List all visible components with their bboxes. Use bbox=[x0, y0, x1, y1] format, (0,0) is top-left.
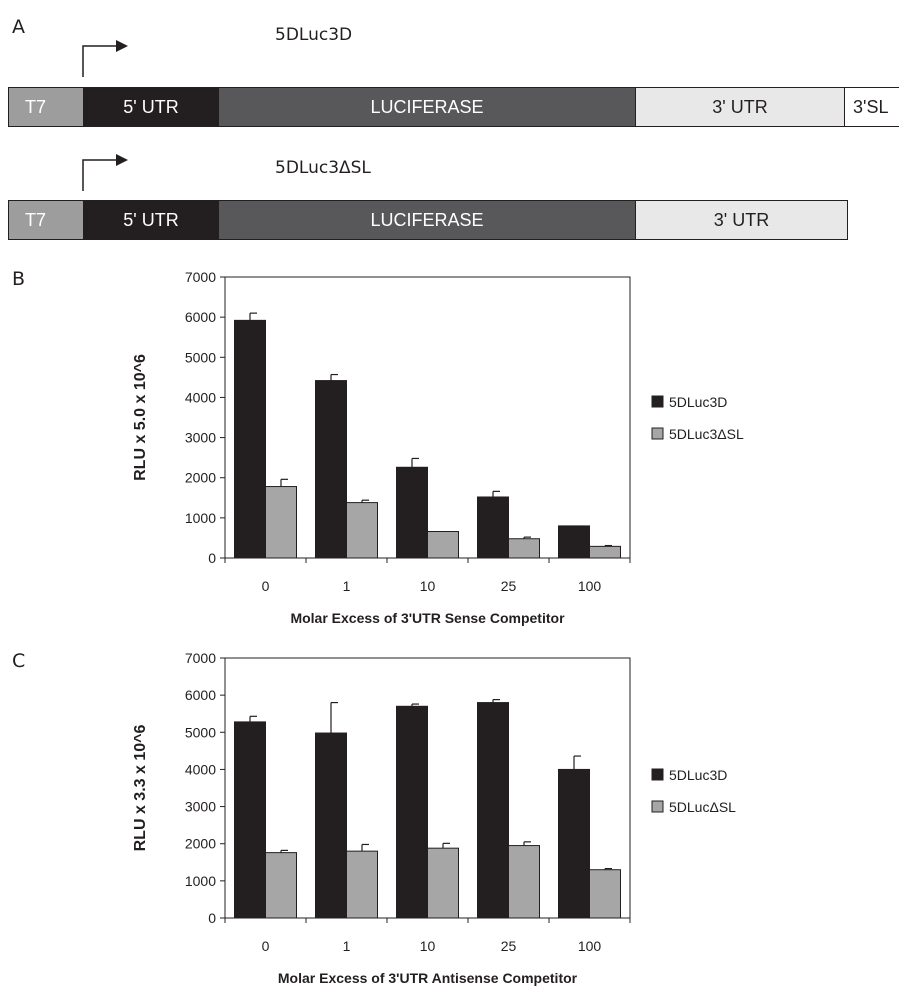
x-tick-label: 0 bbox=[262, 578, 270, 594]
t7-segment: T7 bbox=[9, 201, 83, 239]
x-tick-label: 1 bbox=[343, 578, 351, 594]
stem-loop-segment: 3'SL bbox=[844, 88, 899, 126]
x-axis-title: Molar Excess of 3'UTR Sense Competitor bbox=[290, 610, 565, 626]
legend-label-0: 5DLuc3D bbox=[669, 394, 727, 410]
construct-2-map: T7 5' UTR LUCIFERASE 3' UTR bbox=[8, 200, 848, 240]
y-tick-label: 2000 bbox=[185, 470, 216, 486]
bar-0 bbox=[396, 466, 428, 559]
utr3-segment: 3' UTR bbox=[635, 88, 844, 126]
legend-label-1: 5DLucΔSL bbox=[669, 799, 736, 815]
legend-swatch-1 bbox=[651, 427, 664, 440]
x-tick-label: 1 bbox=[343, 938, 351, 954]
utr3-segment: 3' UTR bbox=[635, 201, 847, 239]
utr5-segment: 5' UTR bbox=[83, 201, 219, 239]
bar-0 bbox=[234, 319, 266, 559]
y-tick-label: 5000 bbox=[185, 724, 216, 740]
bar-1 bbox=[265, 486, 297, 559]
legend-swatch-0 bbox=[651, 395, 664, 408]
y-tick-label: 4000 bbox=[185, 389, 216, 405]
transcription-start-arrow-icon bbox=[82, 40, 128, 77]
luciferase-segment: LUCIFERASE bbox=[219, 88, 635, 126]
legend-swatch-1 bbox=[651, 800, 664, 813]
t7-segment: T7 bbox=[9, 88, 83, 126]
bar-0 bbox=[315, 732, 347, 919]
bar-1 bbox=[427, 847, 459, 919]
chart-sense-competitor: 0 1000 2000 3000 4000 5000 6000 7000 0 1 10 25 100 Mo… bbox=[132, 269, 744, 626]
y-tick-label: 3000 bbox=[185, 799, 216, 815]
chart-antisense-competitor: 0 1000 2000 3000 4000 5000 6000 7000 0 1 10 25 100Mo… bbox=[132, 650, 736, 986]
panel-label-a: A bbox=[12, 16, 25, 38]
bar-1 bbox=[346, 850, 378, 919]
bar-0 bbox=[234, 721, 266, 919]
x-tick-label: 25 bbox=[501, 938, 517, 954]
bar-1 bbox=[589, 869, 621, 919]
legend-label-1: 5DLuc3ΔSL bbox=[669, 426, 744, 442]
y-tick-label: 7000 bbox=[185, 650, 216, 666]
y-tick-label: 7000 bbox=[185, 269, 216, 285]
bar-0 bbox=[558, 525, 590, 559]
panel-label-b: B bbox=[12, 268, 26, 290]
y-tick-label: 5000 bbox=[185, 349, 216, 365]
x-tick-label: 25 bbox=[501, 578, 517, 594]
y-axis-title: RLU x 3.3 x 10^6 bbox=[132, 725, 149, 852]
luciferase-segment: LUCIFERASE bbox=[219, 201, 635, 239]
utr5-segment: 5' UTR bbox=[83, 88, 219, 126]
x-tick-label: 0 bbox=[262, 938, 270, 954]
y-tick-label: 3000 bbox=[185, 430, 216, 446]
x-tick-label: 100 bbox=[578, 938, 602, 954]
bar-1 bbox=[508, 538, 540, 559]
bar-1 bbox=[589, 545, 621, 559]
x-axis-title: Molar Excess of 3'UTR Antisense Competit… bbox=[278, 970, 578, 986]
construct-1-name: 5DLuc3D bbox=[275, 25, 353, 45]
bar-0 bbox=[396, 705, 428, 919]
x-tick-label: 10 bbox=[420, 938, 436, 954]
bar-0 bbox=[558, 768, 590, 919]
bar-0 bbox=[477, 496, 509, 559]
panel-label-c: C bbox=[12, 650, 26, 672]
y-tick-label: 6000 bbox=[185, 687, 216, 703]
bar-1 bbox=[265, 852, 297, 919]
y-tick-label: 1000 bbox=[185, 510, 216, 526]
y-tick-label: 0 bbox=[208, 910, 216, 926]
x-tick-label: 100 bbox=[578, 578, 602, 594]
y-tick-label: 4000 bbox=[185, 761, 216, 777]
bar-0 bbox=[315, 380, 347, 559]
x-tick-label: 10 bbox=[420, 578, 436, 594]
construct-2-name: 5DLuc3ΔSL bbox=[275, 158, 371, 178]
bar-1 bbox=[508, 845, 540, 919]
bar-1 bbox=[346, 502, 378, 559]
legend-swatch-0 bbox=[651, 768, 664, 781]
construct-1-map: T7 5' UTR LUCIFERASE 3' UTR 3'SL bbox=[8, 87, 899, 127]
bar-1 bbox=[427, 531, 459, 559]
transcription-start-arrow-icon bbox=[82, 154, 128, 191]
y-tick-label: 6000 bbox=[185, 309, 216, 325]
y-tick-label: 0 bbox=[208, 550, 216, 566]
y-axis-title: RLU x 5.0 x 10^6 bbox=[132, 354, 149, 481]
y-tick-label: 1000 bbox=[185, 873, 216, 889]
legend-label-0: 5DLuc3D bbox=[669, 767, 727, 783]
bar-0 bbox=[477, 702, 509, 919]
y-tick-label: 2000 bbox=[185, 836, 216, 852]
